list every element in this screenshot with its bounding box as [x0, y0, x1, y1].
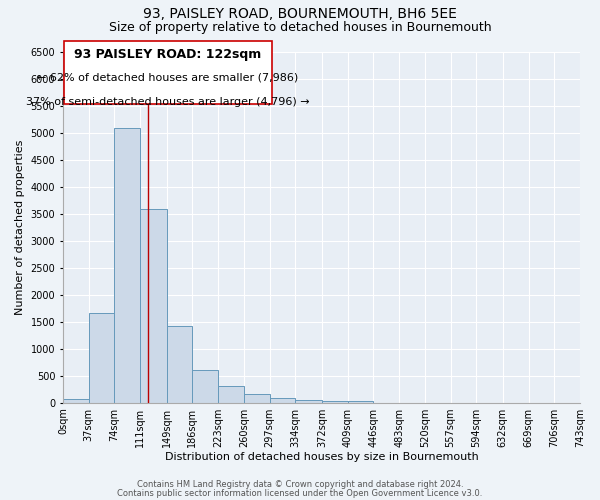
Text: Contains public sector information licensed under the Open Government Licence v3: Contains public sector information licen… [118, 488, 482, 498]
Bar [167, 326, 193, 402]
Bar [193, 370, 218, 402]
Bar [322, 401, 347, 402]
Bar [347, 401, 373, 402]
Bar [295, 400, 322, 402]
Text: 93, PAISLEY ROAD, BOURNEMOUTH, BH6 5EE: 93, PAISLEY ROAD, BOURNEMOUTH, BH6 5EE [143, 8, 457, 22]
Y-axis label: Number of detached properties: Number of detached properties [15, 140, 25, 314]
Bar [115, 128, 140, 402]
Text: ← 62% of detached houses are smaller (7,986): ← 62% of detached houses are smaller (7,… [37, 72, 299, 83]
X-axis label: Distribution of detached houses by size in Bournemouth: Distribution of detached houses by size … [164, 452, 478, 462]
Bar [89, 314, 115, 402]
Text: 37% of semi-detached houses are larger (4,796) →: 37% of semi-detached houses are larger (… [26, 97, 310, 107]
Text: 93 PAISLEY ROAD: 122sqm: 93 PAISLEY ROAD: 122sqm [74, 48, 262, 60]
Bar [63, 400, 89, 402]
Text: Size of property relative to detached houses in Bournemouth: Size of property relative to detached ho… [109, 21, 491, 34]
FancyBboxPatch shape [64, 40, 272, 104]
Bar [140, 208, 167, 402]
Bar [269, 398, 295, 402]
Text: Contains HM Land Registry data © Crown copyright and database right 2024.: Contains HM Land Registry data © Crown c… [137, 480, 463, 489]
Bar [218, 386, 244, 402]
Bar [244, 394, 269, 402]
